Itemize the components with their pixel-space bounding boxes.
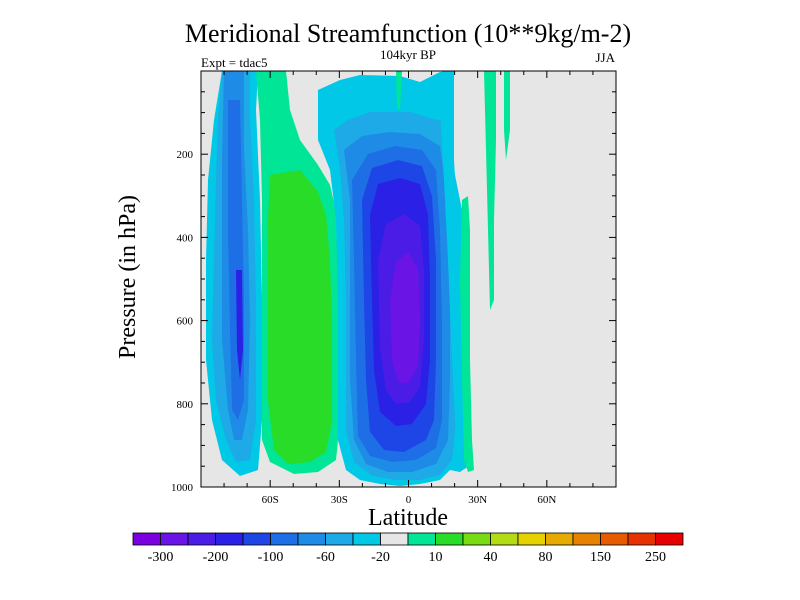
hadley-cell-level-8: [390, 252, 420, 384]
colorbar-label: -300: [148, 550, 174, 565]
nh-spike-2: [504, 71, 510, 160]
colorbar-label: -100: [258, 550, 284, 565]
x-axis: 60S 30S 0 30N 60N: [200, 71, 617, 506]
colorbar-swatch: [187, 532, 216, 546]
season-label: JJA: [595, 50, 615, 65]
experiment-label: Expt = tdac5: [201, 55, 268, 70]
colorbar-label: 80: [539, 550, 553, 565]
sh-polar-cell-level-5: [236, 270, 243, 380]
colorbar-swatch: [270, 532, 299, 546]
colorbar-swatch: [380, 532, 409, 546]
colorbar-swatch: [435, 532, 464, 546]
colorbar-swatch: [545, 532, 574, 546]
x-tick-label: 60S: [262, 494, 279, 506]
colorbar-swatch: [600, 532, 629, 546]
colorbar-swatch: [242, 532, 271, 546]
colorbar-swatch: [655, 532, 684, 546]
tropics-spike: [396, 71, 402, 110]
colorbar-swatch: [490, 532, 519, 546]
y-tick-label: 800: [177, 399, 194, 411]
y-tick-label: 1000: [171, 482, 194, 494]
nh-weak-cell-positive: [460, 196, 474, 472]
colorbar-swatch: [627, 532, 656, 546]
colorbar-swatch: [462, 532, 491, 546]
x-axis-label: Latitude: [368, 505, 448, 531]
colorbar-swatch: [132, 532, 161, 546]
colorbar-swatch: [352, 532, 381, 546]
y-tick-label: 600: [177, 316, 194, 328]
colorbar-label: 250: [645, 550, 666, 565]
colorbar-swatch: [517, 532, 546, 546]
y-tick-label: 200: [177, 149, 194, 161]
colorbar-label: 40: [484, 550, 498, 565]
colorbar: -300 -200 -100 -60 -20 10 40 80 150 250: [132, 532, 684, 565]
x-tick-label: 30N: [468, 494, 487, 506]
colorbar-swatch: [572, 532, 601, 546]
colorbar-swatch: [297, 532, 326, 546]
nh-spike-1: [484, 71, 496, 310]
y-axis: 200 400 600 800 1000: [171, 91, 616, 494]
x-tick-label: 60N: [537, 494, 556, 506]
chart-subtitle: 104kyr BP: [380, 47, 436, 62]
colorbar-swatch: [407, 532, 436, 546]
chart-title: Meridional Streamfunction (10**9kg/m-2): [185, 19, 631, 48]
colorbar-label: -200: [203, 550, 229, 565]
x-tick-label: 0: [406, 494, 412, 506]
colorbar-swatch: [325, 532, 354, 546]
colorbar-swatch: [215, 532, 244, 546]
colorbar-swatch: [160, 532, 189, 546]
contour-fields: [206, 71, 510, 486]
y-tick-label: 400: [177, 232, 194, 244]
sh-ferrel-cell-level-2: [268, 170, 332, 464]
colorbar-label: -60: [316, 550, 335, 565]
colorbar-label: 150: [590, 550, 611, 565]
colorbar-label: -20: [371, 550, 390, 565]
colorbar-label: 10: [429, 550, 443, 565]
x-tick-label: 30S: [331, 494, 348, 506]
y-axis-label: Pressure (in hPa): [115, 195, 141, 359]
